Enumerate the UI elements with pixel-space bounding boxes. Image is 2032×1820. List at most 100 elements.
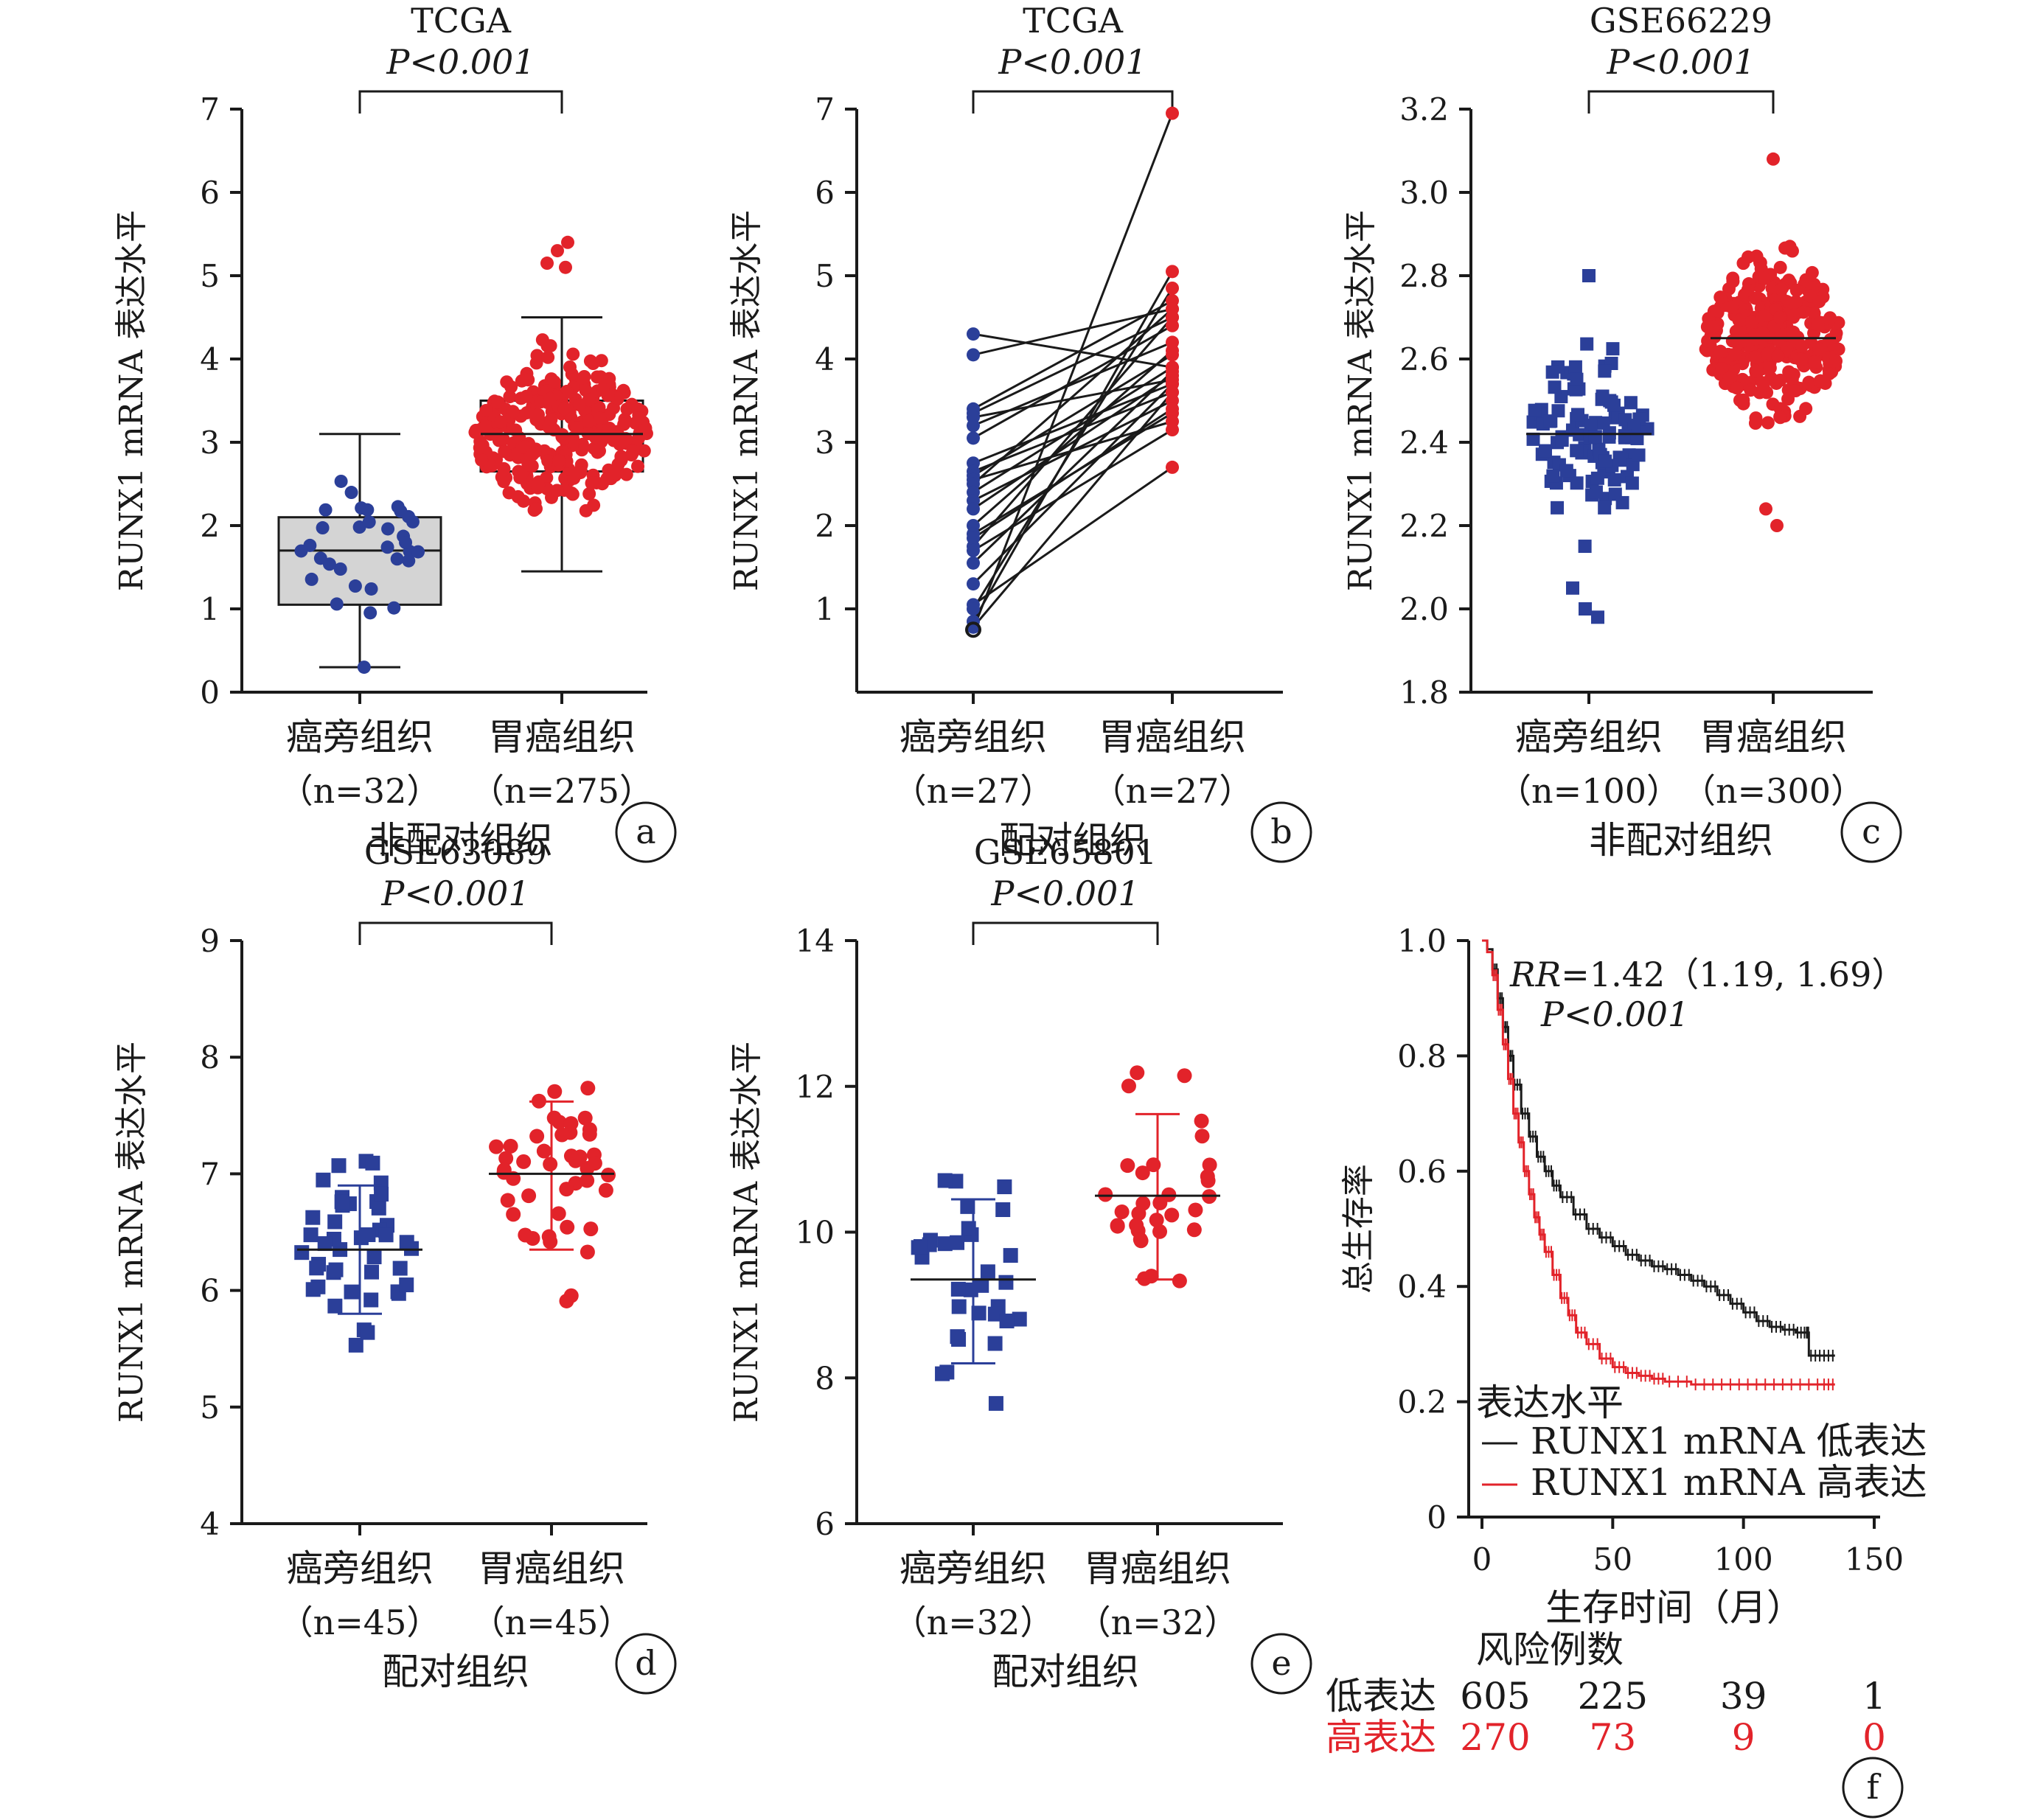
data-point — [520, 405, 534, 419]
data-point — [1003, 1248, 1018, 1263]
data-point — [1786, 325, 1800, 339]
data-point — [1186, 1222, 1202, 1238]
data-point — [1708, 330, 1722, 344]
data-point — [1785, 244, 1799, 258]
data-point — [406, 515, 420, 529]
data-point — [590, 370, 604, 384]
data-point — [1166, 265, 1179, 279]
data-point — [1799, 402, 1813, 416]
data-point — [1773, 260, 1787, 274]
data-point — [381, 522, 395, 536]
data-point — [1590, 471, 1604, 485]
panel-label: b — [1270, 812, 1292, 851]
data-point — [1566, 581, 1579, 595]
data-point — [348, 1337, 363, 1353]
data-point — [1200, 1168, 1215, 1184]
data-point — [363, 606, 377, 620]
data-point — [626, 444, 640, 459]
data-point — [1767, 152, 1780, 166]
risk-value: 39 — [1720, 1675, 1767, 1718]
data-point — [402, 554, 416, 568]
pair-line — [972, 307, 1173, 356]
data-point — [526, 447, 540, 461]
data-point — [960, 1199, 975, 1214]
data-point — [1570, 372, 1584, 386]
data-point — [1789, 295, 1803, 309]
legend-title: 表达水平 — [1476, 1381, 1624, 1424]
data-point — [378, 1227, 394, 1243]
significance-bracket — [972, 921, 1159, 945]
risk-row-label: 高表达 — [1326, 1716, 1436, 1759]
risk-table-title: 风险例数 — [1476, 1628, 1624, 1671]
data-point — [475, 453, 489, 467]
risk-row-label: 低表达 — [1326, 1675, 1436, 1718]
y-tick-label: 0.2 — [1397, 1384, 1447, 1420]
group-name: 胃癌组织 — [1699, 716, 1847, 759]
data-point — [1589, 485, 1603, 499]
data-point — [1771, 349, 1785, 363]
data-point — [515, 467, 529, 481]
data-point — [328, 1262, 344, 1277]
data-point — [1758, 271, 1772, 285]
group-n-label: （n=27） — [893, 771, 1054, 811]
y-tick-label: 10 — [796, 1215, 835, 1251]
data-point — [1812, 342, 1826, 356]
p-value: P<0.001 — [998, 42, 1147, 82]
data-point — [1012, 1311, 1027, 1327]
data-point — [506, 1207, 521, 1222]
data-point — [563, 1116, 579, 1132]
data-point — [1114, 1204, 1130, 1219]
panel-c: 1.8 2.0 2.2 2.4 2.6 2.8 3.0 3.2 RUNX1 mRNA 表达水平 G… — [1342, 1, 1902, 863]
y-tick-label: 2.8 — [1399, 258, 1449, 294]
data-point — [998, 1275, 1014, 1290]
data-point — [950, 1329, 965, 1345]
y-tick-label: 1.8 — [1399, 674, 1449, 711]
data-point — [937, 1236, 953, 1252]
data-point — [316, 521, 330, 535]
y-tick-label: 4 — [200, 1506, 220, 1542]
x-axis-label: 生存时间（月） — [1545, 1586, 1803, 1629]
data-point — [967, 602, 980, 616]
pair-line — [972, 113, 1174, 630]
data-point — [1715, 362, 1729, 376]
panel-label-circle — [615, 1633, 677, 1695]
data-point — [1749, 364, 1763, 378]
data-point — [547, 374, 561, 388]
data-point — [309, 1261, 324, 1276]
y-axis-label: RUNX1 mRNA 表达水平 — [728, 210, 765, 591]
data-point — [633, 411, 647, 425]
pair-line — [972, 370, 1174, 564]
data-point — [1588, 430, 1602, 444]
data-point — [1545, 365, 1559, 379]
y-tick-label: 5 — [200, 1390, 220, 1426]
data-point — [327, 1298, 343, 1314]
data-point — [602, 421, 616, 435]
group-n-label: （n=32） — [279, 771, 441, 811]
data-point — [546, 1110, 562, 1126]
panel-label-circle — [1250, 1633, 1312, 1695]
data-point — [498, 444, 512, 459]
data-point — [1598, 501, 1612, 515]
data-point — [1770, 519, 1784, 532]
data-point — [1831, 315, 1845, 330]
data-point — [497, 461, 511, 475]
data-point — [1758, 308, 1772, 322]
data-point — [1194, 1113, 1209, 1129]
data-point — [399, 1277, 414, 1293]
data-point — [1795, 339, 1809, 353]
data-point — [620, 402, 634, 416]
group-n-label: （n=300） — [1682, 771, 1865, 811]
data-point — [330, 597, 344, 611]
data-point — [535, 333, 549, 347]
data-point — [965, 621, 981, 638]
y-tick-label: 0 — [200, 674, 220, 711]
data-point — [1827, 340, 1841, 354]
data-point — [543, 1157, 558, 1172]
pair-line — [972, 271, 1174, 622]
data-point — [1763, 361, 1777, 375]
data-point — [520, 389, 534, 403]
panel-label-circle — [615, 801, 677, 863]
data-point — [572, 398, 586, 412]
data-point — [1728, 347, 1742, 361]
data-point — [1559, 464, 1573, 478]
